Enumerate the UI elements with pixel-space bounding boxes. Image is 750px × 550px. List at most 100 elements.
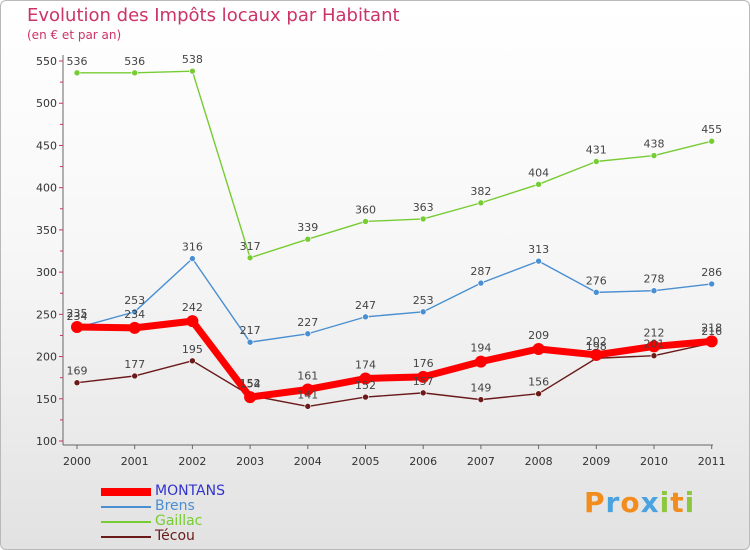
y-tick-label: 550 [36,55,57,68]
data-label: 253 [413,294,434,307]
logo-letter: t [670,486,685,519]
data-label: 177 [124,358,145,371]
data-label: 234 [124,308,145,321]
data-label: 218 [701,321,722,334]
data-point [474,355,487,368]
data-label: 201 [644,338,665,351]
data-label: 286 [701,266,722,279]
x-tick-label: 2003 [236,455,264,468]
data-point [246,254,254,262]
data-point [359,372,372,385]
data-point [535,257,542,265]
data-point [73,379,81,387]
logo-letter: x [640,486,660,519]
data-label: 227 [297,316,318,329]
data-label: 194 [470,342,491,355]
legend-label: Técou [155,528,195,544]
x-tick-label: 2009 [582,455,610,468]
data-point [535,181,542,188]
data-label: 339 [297,221,318,234]
data-point [650,152,658,159]
x-tick-label: 2005 [352,455,380,468]
logo-letter: P [584,486,606,519]
data-point [362,218,369,225]
data-label: 287 [470,265,491,278]
data-label: 217 [240,324,261,337]
x-tick-label: 2008 [525,455,553,468]
legend-swatch [101,506,151,508]
data-label: 276 [586,274,607,287]
data-point [705,335,718,348]
data-point [708,137,716,145]
data-point [189,255,196,262]
x-tick-label: 2007 [467,455,495,468]
data-label: 216 [701,325,722,338]
data-point [189,357,196,365]
data-label: 253 [124,294,145,307]
data-label: 242 [182,301,203,314]
data-label: 234 [67,310,88,323]
legend-swatch [101,521,151,523]
x-tick-label: 2000 [63,455,91,468]
chart-title: Evolution des Impôts locaux par Habitant [27,5,400,26]
series-line-2 [77,70,712,259]
data-label: 174 [355,359,376,372]
legend-label: Gaillac [155,513,203,529]
proxiti-logo: Proxiti [584,486,695,519]
data-label: 538 [182,53,203,66]
data-label: 404 [528,166,549,179]
data-point [73,69,81,77]
data-point [648,340,660,353]
data-point [477,199,485,207]
data-label: 247 [355,299,376,312]
data-point [419,389,427,397]
data-label: 154 [240,377,261,390]
data-label: 156 [528,376,549,389]
data-label: 438 [644,138,665,151]
data-point [304,330,312,338]
legend-label: MONTANS [155,483,225,499]
data-point [477,396,485,403]
data-label: 152 [355,379,376,392]
data-point [362,393,369,401]
data-label: 317 [240,240,261,253]
y-tick-label: 300 [36,266,57,279]
data-label: 209 [528,329,549,342]
data-label: 313 [528,243,549,256]
data-point [650,352,658,360]
data-point [244,391,257,404]
data-label: 382 [470,185,491,198]
data-label: 169 [67,365,88,378]
series-line-1 [76,257,712,343]
data-label: 363 [413,201,434,214]
y-tick-label: 450 [36,139,57,152]
data-point [186,315,199,328]
data-label: 278 [644,273,665,286]
data-label: 202 [586,335,607,348]
data-point [532,342,545,355]
x-tick-label: 2010 [640,455,668,468]
data-point [131,308,138,316]
data-label: 149 [470,382,491,395]
y-tick-label: 150 [36,393,57,406]
data-point [71,321,83,334]
x-tick-label: 2006 [409,455,437,468]
data-point [417,370,430,383]
chart-subtitle: (en € et par an) [27,28,122,42]
y-tick-label: 400 [36,182,57,195]
data-point [304,403,312,410]
logo-letter: o [620,486,641,519]
data-point [419,215,427,223]
x-tick-label: 2004 [294,455,322,468]
data-label: 316 [182,241,203,254]
data-point [419,308,427,316]
legend-label: Brens [155,498,195,514]
logo-letter: i [659,486,671,519]
data-point [592,289,600,296]
data-point [590,348,603,361]
data-label: 141 [297,388,318,401]
data-label: 152 [240,377,261,390]
data-label: 212 [644,326,665,339]
y-tick-label: 350 [36,224,57,237]
